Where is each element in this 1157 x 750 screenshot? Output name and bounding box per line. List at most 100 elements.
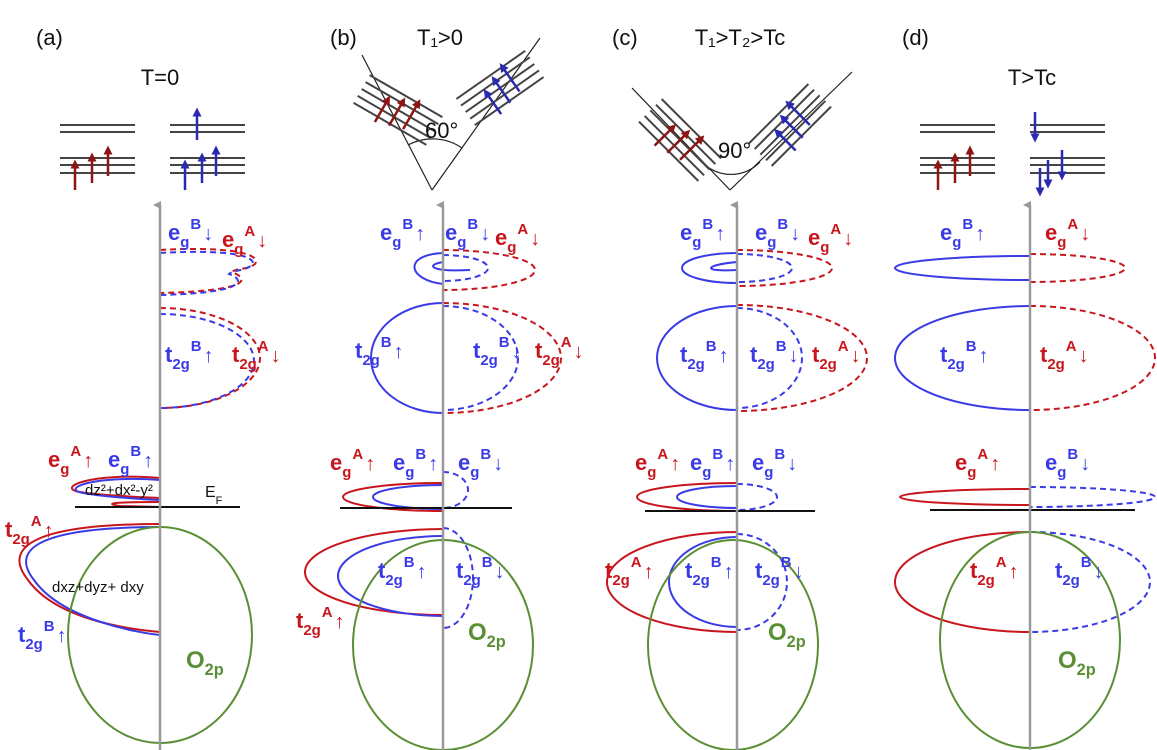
label-spin: ↓ [1094, 561, 1104, 583]
label-spin: ↓ [257, 230, 267, 252]
label-sub: 2p [487, 633, 506, 651]
label-sub: g [342, 464, 351, 481]
label-spin: ↓ [789, 345, 799, 367]
label-spin: ↓ [1080, 223, 1090, 245]
label-sub: 2g [1047, 356, 1064, 373]
label-sup: A [996, 554, 1007, 571]
label-sub: 2g [172, 356, 189, 373]
label-sub: 2g [1062, 572, 1079, 589]
label-spin: ↑ [724, 561, 734, 583]
label-sub: 2g [463, 572, 480, 589]
label-spin: ↓ [512, 341, 522, 363]
label-spin: ↓ [1080, 453, 1090, 475]
angle-label: 60° [425, 118, 458, 143]
label-sup: A [830, 221, 841, 238]
label-spin: ↓ [530, 228, 540, 250]
label-base: O [768, 619, 787, 646]
panel-title: T>Tc [1008, 65, 1056, 90]
label-sub: F [216, 495, 223, 507]
label-spin: ↓ [1079, 345, 1089, 367]
label-sup: B [706, 338, 717, 355]
label-spin: ↑ [365, 453, 375, 475]
label-sub: 2g [385, 572, 402, 589]
label-base: e [1045, 220, 1057, 245]
label-base: e [108, 447, 120, 472]
label-sup: B [774, 446, 785, 463]
label-sup: B [777, 216, 788, 233]
label-base: e [690, 450, 702, 475]
label-sup: B [966, 338, 977, 355]
panel-title: T₁>T₂>Tc [695, 25, 786, 50]
label-sub: 2g [687, 356, 704, 373]
panel-title: T=0 [141, 65, 180, 90]
label-sup: A [517, 221, 528, 238]
diagram: (a)T=0egB↓egA↓t2gB↑t2gA↓egA↑egB↑t2gA↑t2g… [0, 0, 1157, 750]
label-spin: ↓ [493, 453, 503, 475]
label-spin: ↑ [715, 223, 725, 245]
label-spin: ↑ [83, 450, 93, 472]
angle-label: 90° [718, 138, 751, 163]
label-sup: B [712, 446, 723, 463]
label-base: e [635, 450, 647, 475]
label-sub: g [764, 464, 773, 481]
panel-label: (b) [330, 25, 357, 50]
label-sub: g [405, 464, 414, 481]
label-sub: g [392, 234, 401, 251]
label-sub: 2p [205, 661, 224, 679]
label-sub: g [692, 234, 701, 251]
label-sup: B [499, 334, 510, 351]
label-spin: ↑ [143, 450, 153, 472]
orbital-note: dxz+dyz+ dxy [52, 579, 144, 596]
label-sub: g [767, 234, 776, 251]
label-base: E [205, 484, 216, 501]
label-spin: ↓ [480, 223, 490, 245]
label-sub: g [507, 239, 516, 256]
label-base: O [186, 647, 205, 674]
label-sub: g [234, 241, 243, 258]
label-spin: ↑ [1009, 561, 1019, 583]
label-spin: ↑ [335, 611, 345, 633]
label-base: e [808, 225, 820, 250]
background [0, 0, 1157, 750]
label-sub: g [647, 464, 656, 481]
label-spin: ↑ [415, 223, 425, 245]
label-sub: 2g [542, 352, 559, 369]
orbital-note: dz²+dx²-y² [85, 482, 153, 499]
label-sup: B [962, 216, 973, 233]
label-sup: A [1066, 338, 1077, 355]
label-base: e [1045, 450, 1057, 475]
label-sup: A [1067, 216, 1078, 233]
label-sub: g [60, 461, 69, 478]
label-sub: 2g [612, 572, 629, 589]
panel-title: T₁>0 [417, 25, 463, 50]
label-sub: 2p [1077, 661, 1096, 679]
label-sup: B [190, 216, 201, 233]
label-sub: g [180, 234, 189, 251]
label-sup: B [482, 554, 493, 571]
label-sup: A [258, 338, 269, 355]
label-base: e [445, 220, 457, 245]
label-sub: g [820, 239, 829, 256]
label-sup: A [561, 334, 572, 351]
label-sup: B [415, 446, 426, 463]
label-sup: B [467, 216, 478, 233]
panel-label: (c) [612, 25, 638, 50]
label-sub: g [457, 234, 466, 251]
label-base: e [955, 450, 967, 475]
label-sub: g [952, 234, 961, 251]
label-sup: B [480, 446, 491, 463]
label-sub: 2g [480, 352, 497, 369]
label-sub: 2g [947, 356, 964, 373]
label-spin: ↓ [794, 561, 804, 583]
label-spin: ↑ [394, 341, 404, 363]
label-sub: 2g [12, 531, 29, 548]
label-spin: ↓ [271, 345, 281, 367]
label-spin: ↑ [44, 520, 54, 542]
label-sup: B [781, 554, 792, 571]
label-sup: A [322, 604, 333, 621]
label-base: e [458, 450, 470, 475]
label-sup: B [711, 554, 722, 571]
label-spin: ↓ [203, 223, 213, 245]
label-base: e [393, 450, 405, 475]
label-base: e [48, 447, 60, 472]
